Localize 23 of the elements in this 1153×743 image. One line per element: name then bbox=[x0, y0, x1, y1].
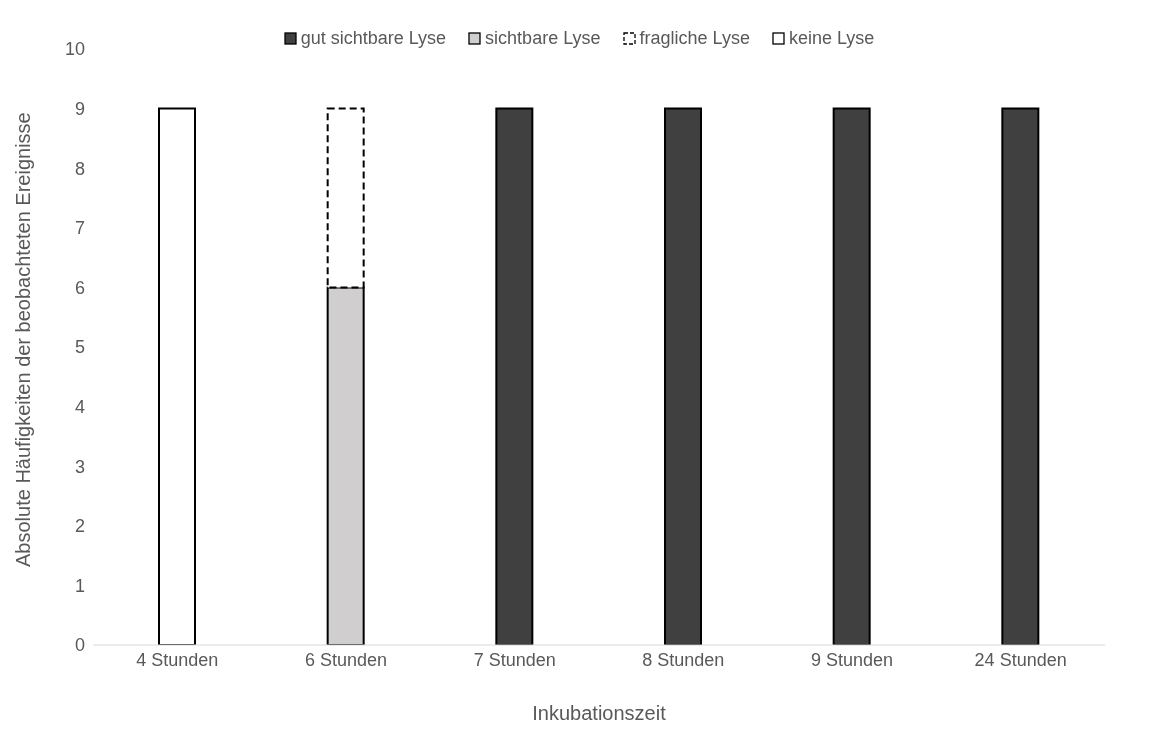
y-tick-label: 8 bbox=[74, 158, 85, 179]
y-tick-label: 1 bbox=[74, 575, 85, 596]
y-tick-label: 5 bbox=[74, 337, 85, 358]
y-tick-label: 2 bbox=[74, 516, 85, 537]
x-tick-label: 24 Stunden bbox=[974, 649, 1067, 670]
legend-label: sichtbare Lyse bbox=[484, 28, 601, 49]
x-tick-label: 4 Stunden bbox=[136, 649, 219, 670]
legend-label: keine Lyse bbox=[787, 28, 875, 49]
y-tick-label: 3 bbox=[74, 456, 85, 477]
legend-label: fragliche Lyse bbox=[638, 28, 750, 49]
y-tick-label: 9 bbox=[74, 98, 85, 119]
x-tick-label: 9 Stunden bbox=[810, 649, 894, 670]
y-tick-label: 6 bbox=[74, 277, 85, 298]
y-tick-label: 4 bbox=[74, 396, 85, 417]
x-tick-label: 8 Stunden bbox=[642, 649, 725, 670]
x-tick-label: 6 Stunden bbox=[304, 649, 388, 670]
y-tick-label: 7 bbox=[74, 218, 85, 239]
y-tick-label: 10 bbox=[64, 39, 85, 60]
y-axis-title: Absolute Häufigkeiten der beobachteten Ereignisse bbox=[12, 112, 35, 567]
x-axis-title: Inkubationszeit bbox=[532, 702, 667, 724]
legend-label: gut sichtbare Lyse bbox=[299, 28, 447, 49]
x-tick-label: 7 Stunden bbox=[473, 649, 556, 670]
y-tick-label: 0 bbox=[74, 635, 85, 656]
